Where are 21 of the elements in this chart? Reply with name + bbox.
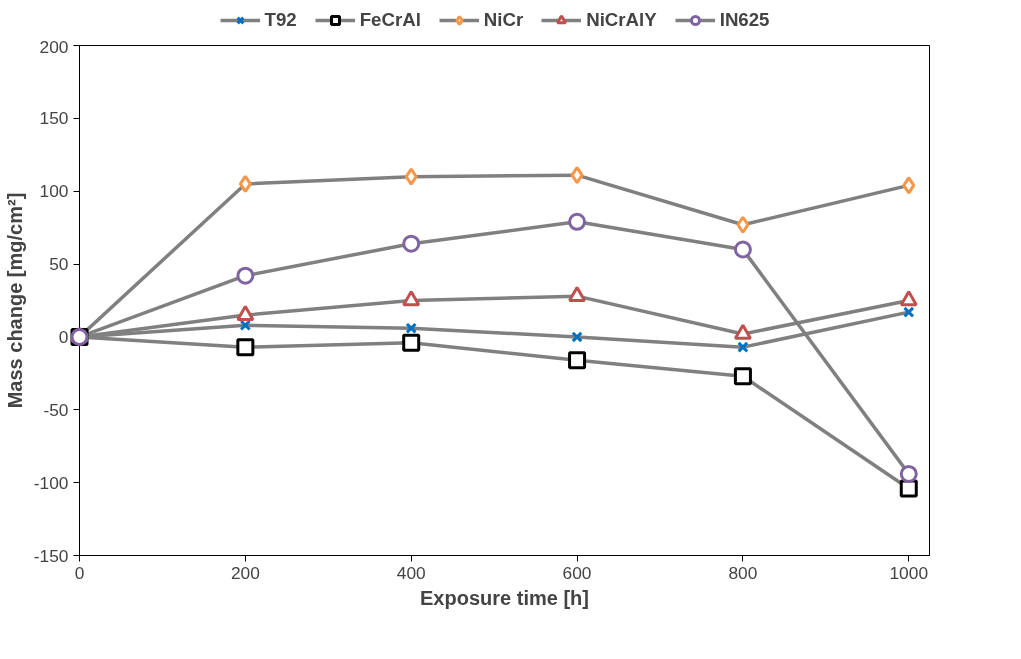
x-tick-label: 400 xyxy=(396,562,426,583)
x-tick-label: 200 xyxy=(230,562,260,583)
x-tick-label: 0 xyxy=(74,562,85,583)
y-tick-label: -150 xyxy=(33,545,69,566)
x-tick-label: 600 xyxy=(562,562,592,583)
x-axis-title: Exposure time [h] xyxy=(420,586,589,609)
y-tick-label: -50 xyxy=(43,399,69,420)
y-tick-label: 0 xyxy=(58,326,69,347)
legend-label: IN625 xyxy=(719,9,770,31)
y-tick-label: 200 xyxy=(39,36,69,57)
y-tick-label: 150 xyxy=(39,108,69,129)
legend-label: NiCrAlY xyxy=(586,9,657,31)
legend-label: T92 xyxy=(264,9,297,31)
legend-label: NiCr xyxy=(483,9,524,31)
x-tick-label: 800 xyxy=(728,562,758,583)
y-tick-label: 50 xyxy=(49,254,69,275)
x-tick-label: 1000 xyxy=(889,562,929,583)
legend-label: FeCrAl xyxy=(359,9,421,31)
y-tick-label: -100 xyxy=(33,472,69,493)
y-axis-title: Mass change [mg/cm²] xyxy=(3,192,26,409)
y-tick-label: 100 xyxy=(39,181,69,202)
